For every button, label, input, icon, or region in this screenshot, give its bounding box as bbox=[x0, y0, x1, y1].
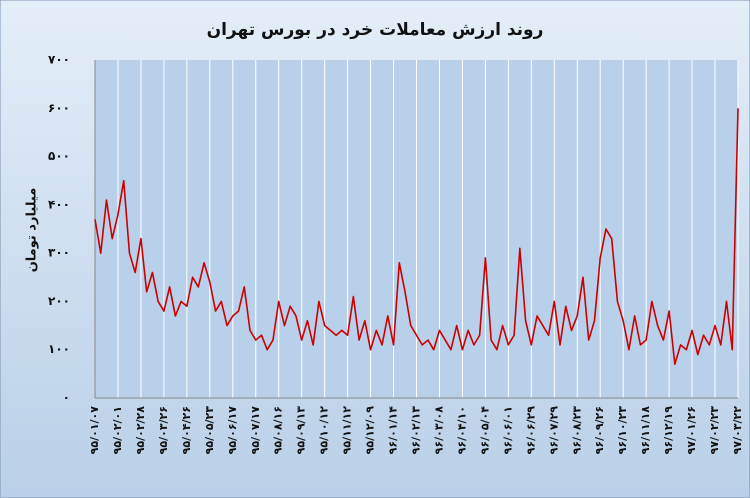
x-tick-label: ۹۶/۱۲/۱۹ bbox=[662, 406, 675, 455]
y-tick-label: ۰ bbox=[63, 391, 70, 405]
x-tick-label: ۹۶/۰۶/۰۱ bbox=[501, 406, 514, 454]
line-series bbox=[94, 108, 739, 365]
x-tick-label: ۹۵/۰۲/۲۸ bbox=[134, 406, 147, 455]
x-tick-label: ۹۵/۱۱/۱۲ bbox=[341, 406, 354, 455]
x-tick-label: ۹۶/۰۴/۱۰ bbox=[455, 406, 468, 454]
x-tick-label: ۹۵/۰۱/۰۷ bbox=[88, 406, 101, 455]
y-tick-label: ۵۰۰ bbox=[48, 149, 70, 163]
x-tick-label: ۹۶/۱۰/۲۳ bbox=[616, 406, 629, 455]
x-tick-label: ۹۵/۱۲/۰۹ bbox=[364, 406, 377, 455]
y-tick-label: ۶۰۰ bbox=[48, 101, 70, 115]
x-tick-label: ۹۵/۰۸/۱۶ bbox=[272, 406, 285, 454]
y-tick-label: ۱۰۰ bbox=[48, 342, 70, 356]
x-tick-label: ۹۵/۰۷/۱۷ bbox=[249, 406, 262, 455]
x-tick-label: ۹۶/۰۸/۲۳ bbox=[570, 406, 583, 455]
x-tick-label: ۹۷/۰۲/۲۳ bbox=[708, 406, 721, 455]
chart-title: روند ارزش معاملات خرد در بورس تهران bbox=[207, 20, 544, 40]
x-tick-label: ۹۵/۰۶/۱۷ bbox=[226, 406, 239, 455]
x-tick-label: ۹۷/۰۳/۲۲ bbox=[731, 406, 744, 455]
y-axis-label: میلیارد تومان bbox=[25, 188, 40, 273]
x-tick-label: ۹۵/۰۹/۱۳ bbox=[295, 406, 308, 455]
x-tick-label: ۹۶/۰۹/۲۶ bbox=[593, 406, 606, 454]
x-tick-label: ۹۷/۰۱/۲۶ bbox=[685, 406, 698, 454]
x-tick-label: ۹۵/۰۲/۰۱ bbox=[111, 406, 124, 454]
x-tick-label: ۹۶/۰۳/۰۸ bbox=[432, 406, 445, 455]
x-tick-label: ۹۵/۱۰/۱۲ bbox=[318, 406, 331, 455]
x-tick-label: ۹۶/۱۱/۱۸ bbox=[639, 406, 652, 455]
y-tick-label: ۴۰۰ bbox=[48, 197, 70, 211]
x-tick-label: ۹۶/۰۲/۱۳ bbox=[410, 406, 423, 455]
x-tick-label: ۹۶/۰۷/۲۹ bbox=[547, 406, 560, 455]
x-tick-label: ۹۶/۰۶/۲۹ bbox=[524, 406, 537, 455]
y-tick-label: ۲۰۰ bbox=[48, 294, 70, 308]
x-tick-label: ۹۶/۰۱/۱۴ bbox=[387, 406, 400, 455]
y-tick-label: ۷۰۰ bbox=[48, 53, 70, 67]
x-tick-label: ۹۶/۰۵/۰۴ bbox=[478, 406, 491, 455]
y-tick-label: ۳۰۰ bbox=[48, 246, 70, 260]
x-tick-label: ۹۵/۰۵/۲۳ bbox=[203, 406, 216, 455]
x-tick-label: ۹۵/۰۳/۲۶ bbox=[157, 406, 170, 454]
x-tick-label: ۹۵/۰۴/۲۶ bbox=[180, 406, 193, 454]
